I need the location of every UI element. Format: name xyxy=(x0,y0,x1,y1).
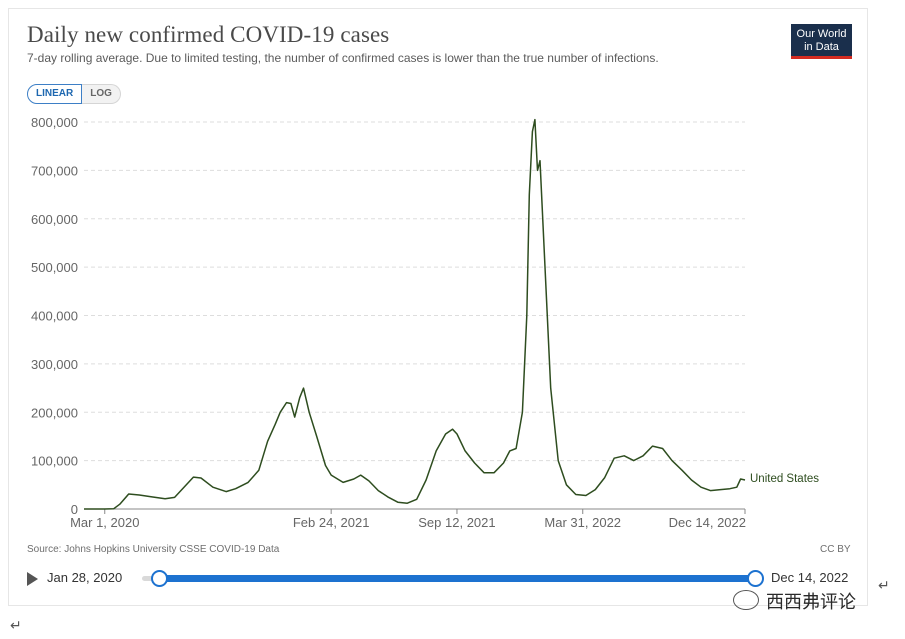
y-tick-label: 100,000 xyxy=(31,454,78,469)
logo-line-1: Our World xyxy=(796,28,847,40)
y-tick-label: 800,000 xyxy=(31,115,78,130)
timeline-slider: Jan 28, 2020 Dec 14, 2022 xyxy=(0,566,905,590)
timeline-selected-range xyxy=(158,575,755,582)
return-mark-icon: ↵ xyxy=(878,578,890,594)
y-tick-label: 600,000 xyxy=(31,212,78,227)
timeline-start-handle[interactable] xyxy=(151,570,168,587)
watermark-text: 西西弗评论 xyxy=(766,592,856,613)
wechat-icon xyxy=(733,590,759,610)
x-tick-label: Dec 14, 2022 xyxy=(669,515,746,530)
chart-subtitle: 7-day rolling average. Due to limited te… xyxy=(27,51,659,65)
y-tick-label: 500,000 xyxy=(31,260,78,275)
logo-line-2: in Data xyxy=(804,40,839,53)
y-tick-label: 700,000 xyxy=(31,163,78,178)
license-link[interactable]: CC BY xyxy=(820,544,851,555)
owid-logo[interactable]: Our World in Data xyxy=(791,24,852,59)
log-scale-button[interactable]: LOG xyxy=(82,84,121,104)
chart-card xyxy=(8,8,868,606)
x-tick-label: Mar 1, 2020 xyxy=(70,515,139,530)
source-note[interactable]: Source: Johns Hopkins University CSSE CO… xyxy=(27,544,280,555)
scale-toggle: LINEAR LOG xyxy=(27,84,121,104)
x-tick-label: Feb 24, 2021 xyxy=(293,515,370,530)
linear-scale-button[interactable]: LINEAR xyxy=(27,84,83,104)
series-label-united-states: United States xyxy=(750,473,819,485)
timeline-start-date: Jan 28, 2020 xyxy=(47,570,123,585)
y-tick-label: 0 xyxy=(71,502,78,517)
chart-title: Daily new confirmed COVID-19 cases xyxy=(27,22,390,47)
timeline-end-date: Dec 14, 2022 xyxy=(771,570,849,585)
timeline-end-handle[interactable] xyxy=(747,570,764,587)
y-tick-label: 400,000 xyxy=(31,309,78,324)
play-icon[interactable] xyxy=(27,572,38,586)
return-mark-icon: ↵ xyxy=(10,618,22,634)
x-tick-label: Mar 31, 2022 xyxy=(544,515,621,530)
y-tick-label: 200,000 xyxy=(31,405,78,420)
series-line-united-states xyxy=(84,118,746,510)
line-chart: 0 100,000 200,000 300,000 400,000 500,000 600,… xyxy=(31,115,819,530)
x-tick-label: Sep 12, 2021 xyxy=(418,515,495,530)
y-tick-label: 300,000 xyxy=(31,357,78,372)
